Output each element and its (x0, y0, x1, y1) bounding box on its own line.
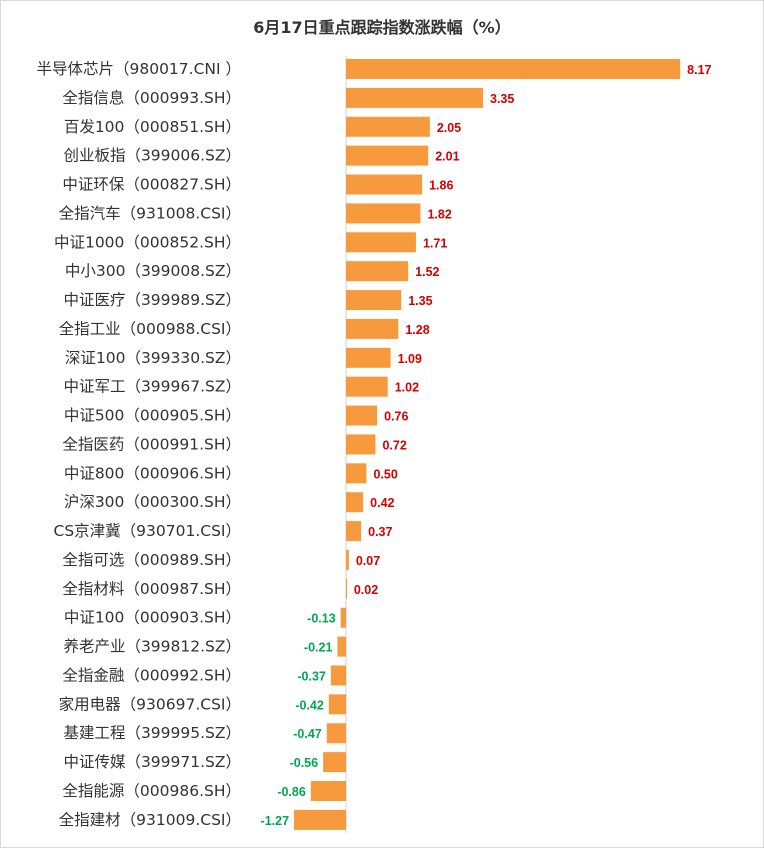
bar (346, 463, 367, 484)
category-label: 中证500（000905.SH） (64, 407, 241, 425)
bar (346, 549, 349, 570)
data-label: -0.13 (307, 612, 336, 626)
bar (346, 203, 421, 224)
data-label: 8.17 (687, 63, 711, 77)
category-label: 半导体芯片（980017.CNI ） (36, 60, 241, 78)
category-label: 百发100（000851.SH） (64, 118, 241, 136)
bar (346, 87, 484, 108)
bar (346, 405, 378, 426)
category-label: 全指建材（931009.CSI） (59, 811, 241, 829)
category-label: 创业板指（399006.SZ） (63, 147, 241, 165)
data-label: 1.82 (427, 207, 451, 221)
category-label: 全指医药（000991.SH） (62, 435, 241, 453)
category-label: 全指能源（000986.SH） (62, 782, 241, 800)
category-label: 中证100（000903.SH） (64, 609, 241, 627)
data-label: 1.09 (398, 352, 422, 366)
bar (326, 723, 346, 744)
category-label: 中小300（399008.SZ） (65, 262, 241, 280)
bar (346, 290, 402, 311)
category-label: 中证800（000906.SH） (64, 464, 241, 482)
bar (310, 781, 346, 801)
data-label: 1.71 (423, 236, 447, 250)
bar (328, 694, 346, 715)
category-label: CS京津冀（930701.CSI） (54, 522, 242, 540)
data-label: -0.37 (297, 669, 326, 683)
bar (346, 116, 430, 137)
data-label: 0.42 (370, 496, 394, 510)
bar (330, 665, 346, 686)
category-label: 全指汽车（931008.CSI） (59, 204, 241, 222)
data-label: -0.42 (295, 698, 324, 712)
category-label: 中证医疗（399989.SZ） (63, 291, 241, 309)
category-label: 全指可选（000989.SH） (62, 551, 241, 569)
bar (346, 59, 681, 79)
bar (323, 752, 346, 773)
category-label: 全指工业（000988.CSI） (59, 320, 241, 338)
data-label: 0.72 (382, 438, 406, 452)
category-label: 沪深300（000300.SH） (64, 493, 241, 511)
category-label: 中证军工（399967.SZ） (63, 378, 241, 396)
bar (346, 347, 391, 368)
data-label: 0.02 (354, 583, 378, 597)
bar (346, 261, 409, 282)
chart-title: 6月17日重点跟踪指数涨跌幅（%） (253, 18, 510, 37)
bar (346, 376, 388, 397)
category-label: 深证100（399330.SZ） (65, 349, 241, 367)
bar (337, 636, 346, 657)
data-label: 0.07 (356, 554, 380, 568)
data-label: 0.76 (384, 410, 408, 424)
data-label: 1.52 (415, 265, 439, 279)
category-label: 家用电器（930697.CSI） (59, 695, 241, 713)
data-label: -1.27 (261, 814, 290, 828)
category-label: 全指金融（000992.SH） (62, 666, 241, 684)
data-label: 2.01 (435, 150, 459, 164)
bar (340, 607, 346, 628)
data-label: -0.47 (293, 727, 322, 741)
data-label: 3.35 (490, 92, 514, 106)
data-label: 1.86 (429, 179, 453, 193)
data-label: -0.21 (304, 641, 333, 655)
bar (346, 578, 347, 599)
category-label: 基建工程（399995.SZ） (63, 724, 241, 742)
bar (346, 492, 364, 513)
bar (346, 434, 376, 455)
bar (346, 318, 399, 339)
data-label: 1.28 (405, 323, 429, 337)
category-label: 中证1000（000852.SH） (54, 233, 241, 251)
bar (346, 145, 429, 166)
data-label: 1.02 (395, 381, 419, 395)
category-label: 中证环保（000827.SH） (62, 176, 241, 194)
category-label: 养老产业（399812.SZ） (63, 638, 241, 656)
bar (346, 232, 416, 253)
data-label: -0.56 (290, 756, 319, 770)
data-label: -0.86 (277, 785, 306, 799)
data-label: 2.05 (437, 121, 461, 135)
bar (346, 521, 362, 542)
data-label: 0.37 (368, 525, 392, 539)
data-label: 1.35 (408, 294, 432, 308)
category-label: 全指材料（000987.SH） (62, 580, 241, 598)
category-label: 全指信息（000993.SH） (62, 89, 241, 107)
category-label: 中证传媒（399971.SZ） (63, 753, 241, 771)
data-label: 0.50 (373, 467, 397, 481)
bar (294, 809, 346, 830)
bar (346, 174, 423, 195)
